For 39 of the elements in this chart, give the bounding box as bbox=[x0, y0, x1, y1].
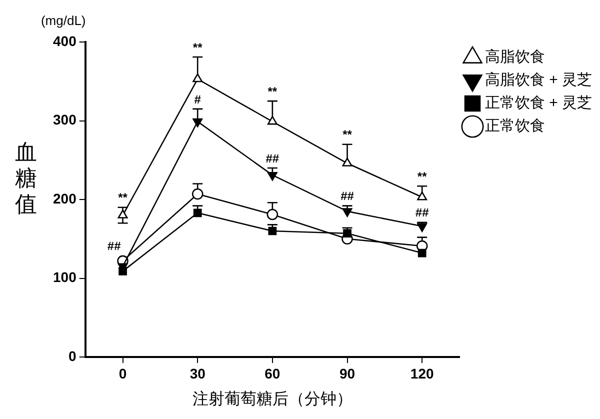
y-tick-label: 200 bbox=[53, 190, 77, 206]
point bbox=[192, 188, 204, 200]
point bbox=[268, 226, 277, 236]
annotation: ** bbox=[118, 190, 128, 205]
point bbox=[192, 73, 203, 82]
y-tick-label: 400 bbox=[53, 32, 77, 49]
annotation: ## bbox=[415, 206, 430, 220]
x-tick-label: 60 bbox=[264, 365, 280, 382]
point bbox=[342, 158, 352, 166]
legend-label: 正常饮食 bbox=[485, 118, 545, 135]
point bbox=[193, 208, 202, 218]
legend-label: 高脂饮食 bbox=[485, 48, 545, 66]
annotation: ** bbox=[268, 84, 278, 98]
point bbox=[266, 208, 278, 220]
annotation: # bbox=[194, 92, 202, 106]
legend-label: 高脂饮食 + 灵芝 bbox=[485, 72, 592, 89]
point bbox=[417, 191, 428, 200]
y-tick-label: 100 bbox=[53, 269, 77, 286]
annotation: ** bbox=[417, 169, 428, 184]
point bbox=[343, 229, 352, 238]
annotation: ** bbox=[192, 40, 203, 54]
point bbox=[267, 116, 278, 125]
y-tick-label: 0 bbox=[68, 348, 77, 364]
annotation: ## bbox=[340, 189, 354, 204]
annotation: ** bbox=[342, 128, 352, 142]
text: (mg/dL) bbox=[40, 13, 86, 28]
annotation: ## bbox=[266, 151, 280, 166]
x-tick-label: 90 bbox=[339, 365, 356, 382]
point bbox=[418, 248, 426, 258]
annotation: ## bbox=[107, 238, 122, 253]
y-axis-title: 血糖值 bbox=[15, 140, 37, 217]
point bbox=[118, 210, 128, 218]
x-tick-label: 0 bbox=[118, 365, 127, 382]
legend-label: 正常饮食 + 灵芝 bbox=[485, 94, 592, 112]
x-tick-label: 30 bbox=[190, 365, 206, 382]
x-tick-label: 120 bbox=[410, 365, 434, 382]
x-axis-title: 注射葡萄糖后（分钟） bbox=[192, 390, 352, 408]
y-tick-label: 300 bbox=[53, 112, 77, 128]
point bbox=[342, 208, 352, 217]
